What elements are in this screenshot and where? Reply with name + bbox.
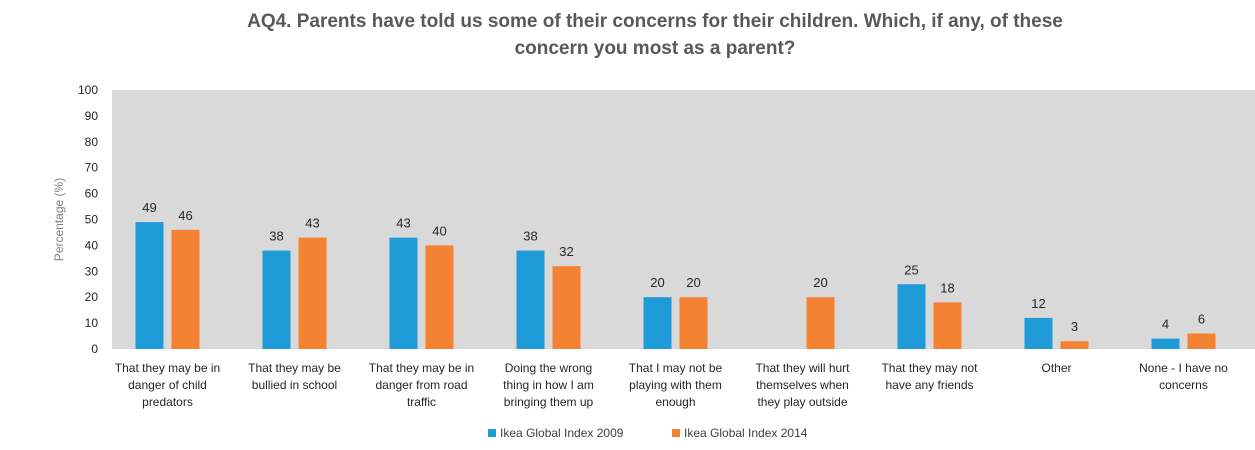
category-label: bringing them up [504,395,594,409]
data-label: 20 [650,275,664,290]
data-label: 43 [396,216,410,231]
category-label: bullied in school [252,378,337,392]
data-label: 38 [523,229,537,244]
category-label: That they may be [248,361,341,375]
bar [933,302,962,349]
chart-title: AQ4. Parents have told us some of their … [0,8,1255,62]
bar [1187,333,1216,349]
data-label: 4 [1162,317,1169,332]
category-label: None - I have no [1139,361,1228,375]
bar [389,237,418,349]
bar [516,250,545,349]
y-tick-label: 50 [85,213,99,227]
y-tick-label: 80 [85,135,99,149]
category-label: danger from road [375,378,467,392]
bar [1024,317,1053,349]
category-label: Doing the wrong [505,361,592,375]
legend-swatch [488,429,496,437]
data-label: 40 [432,223,446,238]
bar [897,284,926,349]
bar [171,229,200,349]
bar [643,297,672,349]
data-label: 32 [559,244,573,259]
category-label: Other [1041,361,1071,375]
y-tick-label: 70 [85,161,99,175]
category-label: That I may not be [629,361,723,375]
bar [135,222,164,349]
category-label: they play outside [757,395,847,409]
category-label: That they will hurt [755,361,850,375]
data-label: 18 [940,280,954,295]
y-tick-label: 0 [91,342,98,356]
bar [806,297,835,349]
legend-label: Ikea Global Index 2009 [500,426,624,440]
legend-swatch [672,429,680,437]
y-tick-label: 20 [85,290,99,304]
data-label: 46 [178,208,192,223]
y-tick-label: 40 [85,238,99,252]
data-label: 43 [305,216,319,231]
bar [298,237,327,349]
bar [1060,341,1089,349]
category-label: enough [655,395,695,409]
data-label: 20 [813,275,827,290]
data-label: 20 [686,275,700,290]
data-label: 3 [1071,319,1078,334]
chart-title-line-1: AQ4. Parents have told us some of their … [247,11,1063,32]
y-tick-label: 90 [85,109,99,123]
category-label: predators [142,395,193,409]
y-tick-label: 10 [85,316,99,330]
category-label: concerns [1159,378,1208,392]
data-label: 25 [904,262,918,277]
data-label: 6 [1198,311,1205,326]
category-label: traffic [407,395,436,409]
bar [1151,338,1180,349]
data-label: 49 [142,200,156,215]
data-label: 38 [269,229,283,244]
y-tick-label: 30 [85,264,99,278]
bar [679,297,708,349]
category-label: That they may not [881,361,978,375]
category-label: That they may be in [369,361,474,375]
category-label: playing with them [629,378,722,392]
category-label: themselves when [756,378,849,392]
bar [425,245,454,349]
data-label: 12 [1031,296,1045,311]
bar [552,266,581,349]
chart-title-line-2: concern you most as a parent? [514,38,796,59]
bar [262,250,291,349]
legend-label: Ikea Global Index 2014 [684,426,808,440]
y-tick-label: 100 [78,83,98,97]
category-label: thing in how I am [503,378,594,392]
category-label: danger of child [128,378,207,392]
category-label: have any friends [885,378,973,392]
y-tick-label: 60 [85,187,99,201]
category-label: That they may be in [115,361,220,375]
y-axis-label: Percentage (%) [52,178,66,261]
